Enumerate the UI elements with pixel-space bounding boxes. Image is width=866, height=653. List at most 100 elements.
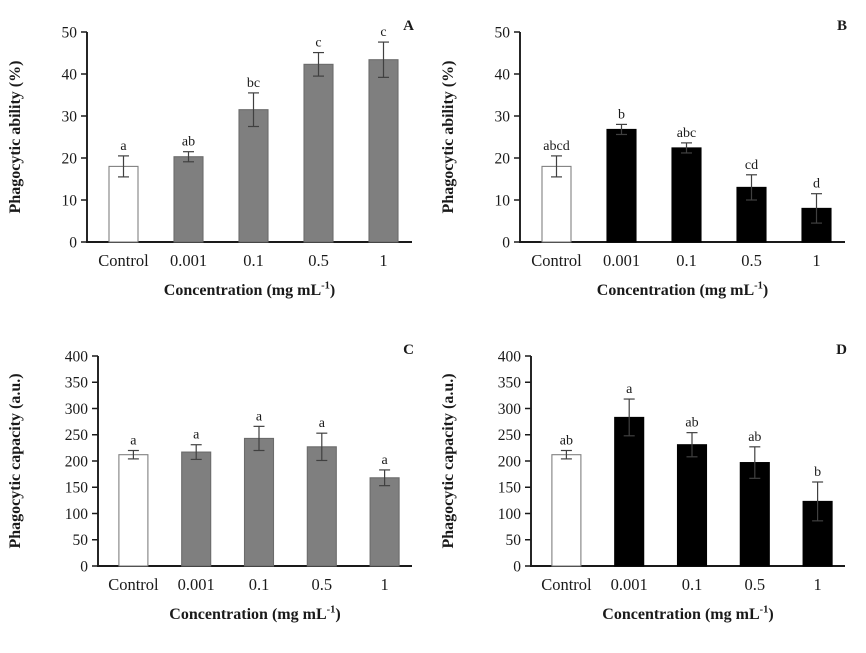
y-tick-label: 0 xyxy=(513,558,521,575)
y-tick-label: 100 xyxy=(65,506,89,523)
bar-0.1 xyxy=(243,437,275,567)
category-label: 1 xyxy=(813,575,821,594)
category-label: 1 xyxy=(379,251,387,270)
sig-letter: abc xyxy=(677,126,696,141)
panel-B-chart: 0 10 20 30 40 50 abcd Control b 0.001 abc 0.1 cd 0.5 d… xyxy=(440,18,847,300)
panel-B: 0 10 20 30 40 50 abcd Control b 0.001 abc 0.1 cd 0.5 d… xyxy=(433,0,866,324)
x-axis-label: Concentration (mg mL-1) xyxy=(164,281,335,300)
panel-A-chart: 0 10 20 30 40 50 a Control ab 0.001 bc 0.1 c 0.5 c 1 Con… xyxy=(7,18,414,300)
category-label: 1 xyxy=(812,251,820,270)
bar-0.001 xyxy=(181,451,212,567)
sig-letter: a xyxy=(381,453,388,468)
sig-letter: a xyxy=(319,416,326,431)
sig-letter: a xyxy=(193,428,200,443)
bar-Control xyxy=(118,454,149,567)
sig-letter: c xyxy=(380,25,386,40)
y-tick-label: 50 xyxy=(506,532,522,549)
y-tick-label: 100 xyxy=(498,506,522,523)
bar-0.001 xyxy=(173,156,204,243)
y-tick-label: 250 xyxy=(498,427,522,444)
sig-letter: a xyxy=(626,382,633,397)
y-tick-label: 200 xyxy=(65,453,89,470)
category-label: 0.5 xyxy=(744,575,765,594)
y-tick-label: 150 xyxy=(65,480,89,497)
sig-letter: ab xyxy=(560,434,573,449)
category-label: Control xyxy=(541,575,592,594)
sig-letter: b xyxy=(618,107,625,122)
category-label: 0.001 xyxy=(178,575,215,594)
category-label: Control xyxy=(531,251,582,270)
bar-Control xyxy=(551,454,582,567)
y-tick-label: 50 xyxy=(62,24,78,41)
category-label: 0.001 xyxy=(603,251,640,270)
y-tick-label: 200 xyxy=(498,453,522,470)
panel-D-chart: 0 50 100 150 200 250 300 350 400 ab Control a 0.001 a… xyxy=(440,342,847,624)
x-axis-label: Concentration (mg mL-1) xyxy=(597,281,768,300)
sig-letter: a xyxy=(256,409,263,424)
panel-D: 0 50 100 150 200 250 300 350 400 ab Control a 0.001 a… xyxy=(433,324,866,648)
category-label: Control xyxy=(108,575,159,594)
y-tick-label: 0 xyxy=(502,234,510,251)
category-label: Control xyxy=(98,251,149,270)
sig-letter: ab xyxy=(748,430,761,445)
y-axis-label: Phagocytic ability (%) xyxy=(7,61,24,214)
category-label: 0.001 xyxy=(611,575,648,594)
category-label: 0.1 xyxy=(243,251,264,270)
y-tick-label: 350 xyxy=(498,375,522,392)
panel-A: 0 10 20 30 40 50 a Control ab 0.001 bc 0.1 c 0.5 c 1 Con… xyxy=(0,0,433,324)
y-tick-label: 10 xyxy=(495,192,511,209)
y-axis-label: Phagocytic ability (%) xyxy=(440,61,457,214)
y-tick-label: 350 xyxy=(65,375,89,392)
sig-letter: d xyxy=(813,177,820,192)
sig-letter: cd xyxy=(745,158,758,173)
category-label: 0.5 xyxy=(311,575,332,594)
bar-0.001 xyxy=(614,416,645,567)
sig-letter: a xyxy=(130,434,137,449)
bar-0.5 xyxy=(306,446,337,567)
bar-0.1 xyxy=(671,147,702,243)
category-label: 0.001 xyxy=(170,251,207,270)
sig-letter: c xyxy=(315,36,321,51)
category-label: 0.1 xyxy=(682,575,703,594)
panel-letter: A xyxy=(403,18,414,34)
panel-letter: D xyxy=(836,342,847,358)
y-axis-label: Phagocytic capacity (a.u.) xyxy=(440,373,457,548)
y-tick-label: 300 xyxy=(65,401,89,418)
sig-letter: a xyxy=(120,139,127,154)
y-tick-label: 0 xyxy=(69,234,77,251)
y-tick-label: 30 xyxy=(495,108,511,125)
sig-letter: ab xyxy=(685,416,698,431)
y-tick-label: 10 xyxy=(62,192,78,209)
panel-C: 0 50 100 150 200 250 300 350 400 a Control a 0.001 a 0… xyxy=(0,324,433,648)
y-tick-label: 400 xyxy=(65,348,89,365)
category-label: 1 xyxy=(380,575,388,594)
category-label: 0.1 xyxy=(676,251,697,270)
sig-letter: bc xyxy=(247,76,260,91)
y-tick-label: 20 xyxy=(62,150,78,167)
bar-1 xyxy=(369,477,400,567)
y-tick-label: 250 xyxy=(65,427,89,444)
bar-0.1 xyxy=(238,109,269,243)
sig-letter: abcd xyxy=(543,139,569,154)
category-label: 0.5 xyxy=(741,251,762,270)
bar-0.1 xyxy=(676,444,708,567)
y-tick-label: 0 xyxy=(80,558,88,575)
bar-Control xyxy=(541,165,572,243)
y-tick-label: 150 xyxy=(498,480,522,497)
panel-letter: C xyxy=(403,342,414,358)
bar-0.5 xyxy=(303,63,334,243)
y-tick-label: 20 xyxy=(495,150,511,167)
panel-letter: B xyxy=(837,18,847,34)
category-label: 0.5 xyxy=(308,251,329,270)
y-tick-label: 50 xyxy=(73,532,89,549)
y-tick-label: 40 xyxy=(495,66,511,83)
bar-1 xyxy=(368,59,399,243)
y-tick-label: 400 xyxy=(498,348,522,365)
y-tick-label: 30 xyxy=(62,108,78,125)
category-label: 0.1 xyxy=(249,575,270,594)
y-tick-label: 300 xyxy=(498,401,522,418)
panel-C-chart: 0 50 100 150 200 250 300 350 400 a Control a 0.001 a 0… xyxy=(7,342,414,623)
y-axis-label: Phagocytic capacity (a.u.) xyxy=(7,373,24,548)
x-axis-label: Concentration (mg mL-1) xyxy=(602,605,773,624)
